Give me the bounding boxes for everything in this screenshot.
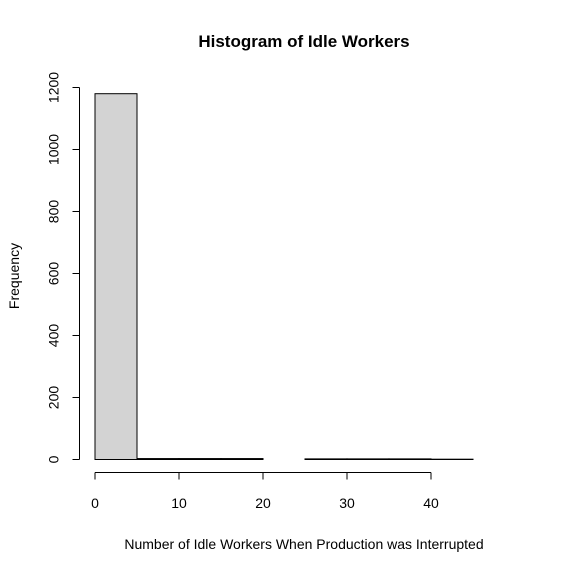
chart-title: Histogram of Idle Workers [198,32,409,51]
y-tick-label: 1000 [46,134,62,165]
y-tick-label: 0 [46,455,62,463]
x-tick-label: 30 [339,495,355,511]
histogram-bar [178,458,222,461]
histogram-bar [136,458,180,461]
y-axis-label: Frequency [6,243,22,309]
histogram-bar [94,93,138,460]
y-tick-label: 400 [46,324,62,348]
x-tick-label: 10 [171,495,187,511]
histogram-bars [94,93,474,461]
x-axis: 0 10 20 30 40 [91,472,439,511]
histogram-bar [346,458,390,461]
x-tick-label: 20 [255,495,271,511]
histogram-bar [220,458,264,461]
x-tick-label: 40 [423,495,439,511]
y-tick-label: 600 [46,262,62,286]
histogram-bar [304,458,348,461]
x-tick-label: 0 [91,495,99,511]
y-axis: 0 200 400 600 800 1000 1200 [46,72,80,463]
x-axis-label: Number of Idle Workers When Production w… [124,536,483,552]
y-tick-label: 800 [46,200,62,224]
y-tick-label: 1200 [46,72,62,103]
y-tick-label: 200 [46,386,62,410]
histogram-bar [388,458,432,461]
